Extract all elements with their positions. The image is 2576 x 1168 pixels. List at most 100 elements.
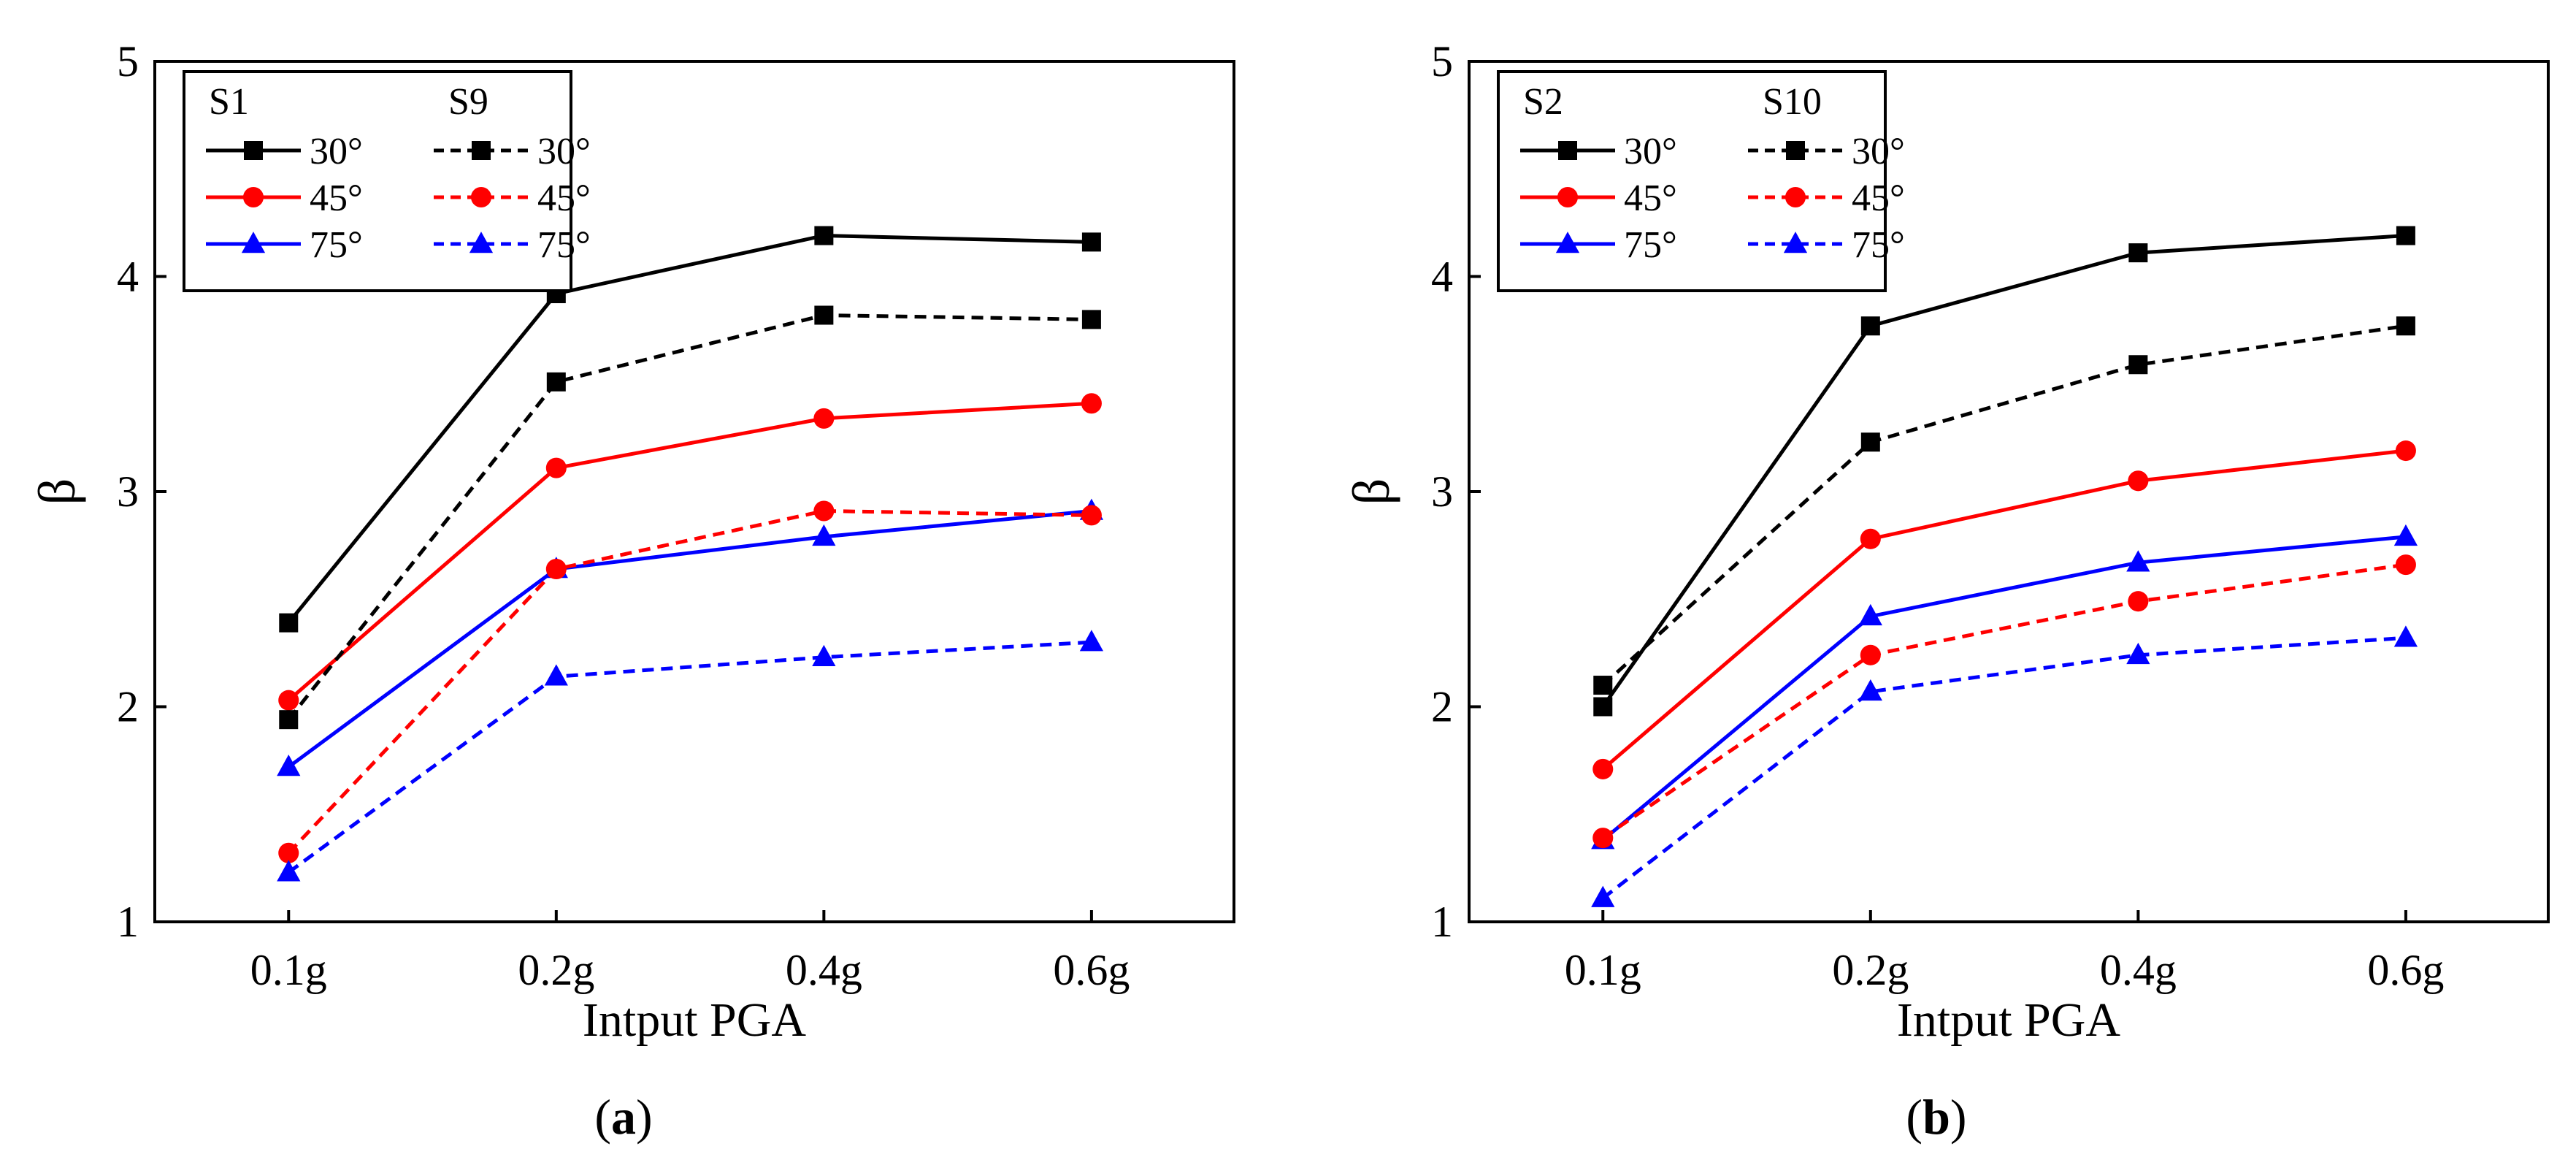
data-point — [1591, 885, 1615, 907]
series-line — [1601, 324, 2407, 687]
data-point — [2126, 642, 2150, 665]
chart-panel-a: 1 2 3 4 5 0.1g 0.2g 0.4g 0.6g Intput PGA β S1 S9 30° 4… — [28, 37, 1235, 1145]
legend-angle-label: 45° — [1624, 178, 1677, 219]
legend-group-header: S10 — [1763, 81, 1822, 123]
x-axis-title: Intput PGA — [583, 993, 807, 1047]
legend-group-header: S1 — [209, 81, 249, 123]
series-line — [1601, 449, 2407, 771]
data-point — [277, 860, 301, 882]
data-point — [2126, 550, 2150, 572]
data-point — [814, 226, 834, 245]
y-axis-title: β — [1342, 478, 1400, 505]
series-line — [287, 640, 1092, 874]
data-point — [2393, 524, 2418, 546]
legend-group-header: S2 — [1523, 81, 1563, 123]
legend-angle-label: 75° — [310, 224, 363, 266]
series-s10-45- — [1592, 554, 2416, 849]
series-s2-75- — [1591, 524, 2418, 850]
series-s1-45- — [278, 393, 1102, 711]
data-point — [2395, 440, 2416, 462]
legend-angle-label: 75° — [1852, 224, 1905, 266]
legend: S1 S9 30° 45° 75° 30° 45° 75° — [183, 70, 591, 292]
series-s2-30- — [1593, 226, 2415, 717]
series-s10-75- — [1591, 625, 2418, 907]
data-point — [1081, 232, 1101, 252]
data-point — [278, 842, 299, 863]
legend-box — [183, 70, 572, 292]
data-point — [1081, 310, 1101, 329]
y-tick-label: 1 — [1431, 898, 1453, 946]
series-line — [1601, 535, 2407, 842]
legend-marker — [1555, 232, 1580, 253]
series-s9-45- — [278, 500, 1102, 863]
legend: S2 S10 30° 45° 75° 30° 45° 75° — [1497, 70, 1905, 292]
y-tick-label: 2 — [1431, 683, 1453, 731]
legend-marker — [1783, 232, 1808, 253]
series-s2-45- — [1592, 440, 2416, 779]
data-point — [2396, 226, 2415, 245]
series-line — [1601, 234, 2407, 708]
series-line — [287, 401, 1092, 702]
data-point — [279, 613, 299, 633]
data-point — [2128, 591, 2149, 612]
x-tick-label: 0.6g — [2367, 946, 2444, 994]
data-point — [2128, 355, 2148, 375]
data-point — [1860, 528, 1881, 549]
data-point — [2393, 625, 2418, 647]
data-point — [545, 558, 567, 580]
legend-angle-label: 30° — [537, 131, 591, 172]
series-s9-30- — [279, 305, 1101, 730]
data-point — [1592, 758, 1614, 779]
data-point — [278, 690, 299, 711]
x-tick-label: 0.2g — [1832, 946, 1909, 994]
x-tick-label: 0.1g — [1565, 946, 1641, 994]
series-line — [287, 313, 1092, 721]
series-line — [287, 234, 1092, 625]
data-point — [1592, 828, 1614, 849]
legend-marker — [241, 232, 266, 253]
y-tick-label: 4 — [117, 253, 139, 301]
x-tick-label: 0.6g — [1053, 946, 1130, 994]
data-point — [2128, 470, 2149, 492]
legend-angle-label: 30° — [1624, 131, 1677, 172]
data-point — [546, 372, 566, 392]
y-tick-label: 4 — [1431, 253, 1453, 301]
series-s9-75- — [277, 630, 1104, 882]
data-point — [813, 500, 835, 522]
data-point — [812, 644, 836, 667]
legend-angle-label: 75° — [1624, 224, 1677, 266]
data-point — [544, 664, 568, 686]
x-tick-label: 0.2g — [518, 946, 594, 994]
legend-marker — [469, 232, 494, 253]
x-tick-label: 0.4g — [786, 946, 862, 994]
series-s10-30- — [1593, 316, 2415, 695]
data-point — [545, 457, 567, 478]
series-line — [287, 509, 1092, 768]
series-line — [1601, 635, 2407, 900]
legend-angle-label: 45° — [537, 178, 591, 219]
legend-marker — [470, 186, 492, 208]
y-tick-label: 2 — [117, 683, 139, 731]
data-point — [1860, 644, 1881, 665]
data-point — [1079, 630, 1104, 652]
legend-angle-label: 30° — [1852, 131, 1905, 172]
panel-label: (b) — [1906, 1089, 1966, 1145]
y-tick-label: 5 — [117, 37, 139, 85]
series-line — [1601, 562, 2407, 840]
x-axis-title: Intput PGA — [1897, 993, 2121, 1047]
legend-marker — [1786, 141, 1805, 160]
data-point — [1858, 679, 1882, 701]
data-point — [277, 755, 301, 776]
data-point — [2128, 243, 2148, 263]
series-line — [287, 509, 1092, 855]
legend-angle-label: 30° — [310, 131, 363, 172]
legend-marker — [1557, 186, 1579, 208]
y-tick-label: 3 — [1431, 467, 1453, 516]
legend-group-header: S9 — [448, 81, 488, 123]
data-point — [279, 710, 299, 730]
x-tick-label: 0.1g — [250, 946, 327, 994]
data-point — [1593, 676, 1613, 695]
legend-marker — [1785, 186, 1806, 208]
legend-angle-label: 45° — [1852, 178, 1905, 219]
